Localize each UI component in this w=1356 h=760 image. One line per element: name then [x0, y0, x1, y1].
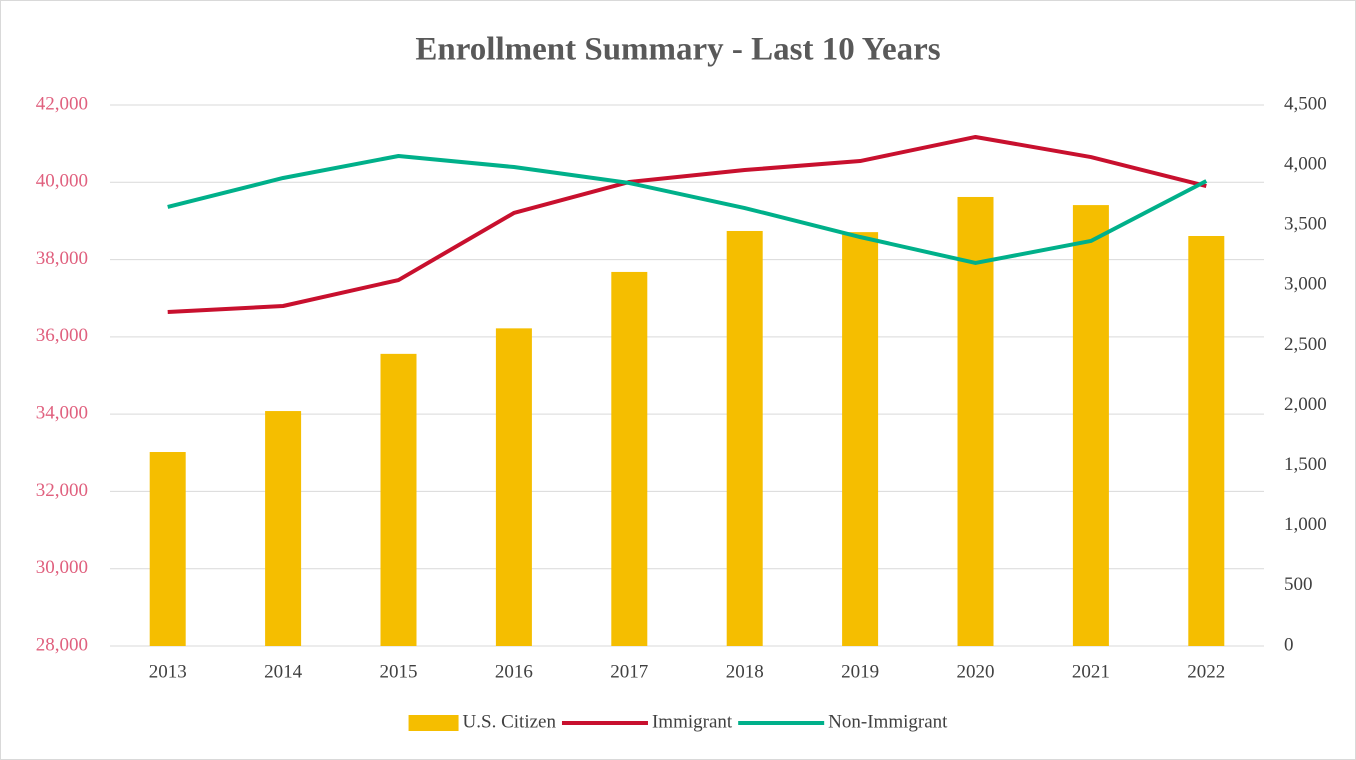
- y2-tick-label: 1,500: [1284, 454, 1327, 475]
- x-tick-label: 2018: [726, 661, 764, 682]
- y-tick-label: 42,000: [36, 93, 88, 114]
- bar: [1188, 235, 1225, 647]
- y-tick-label: 32,000: [36, 480, 88, 501]
- bar: [726, 230, 763, 646]
- y2-tick-label: 4,500: [1284, 93, 1327, 114]
- y2-tick-label: 3,000: [1284, 274, 1327, 295]
- legend-swatch: [408, 715, 459, 731]
- y2-tick-label: 2,000: [1284, 394, 1327, 415]
- x-tick-label: 2019: [841, 661, 879, 682]
- y2-tick-label: 1,000: [1284, 514, 1327, 535]
- x-tick-label: 2016: [495, 661, 533, 682]
- bar: [1072, 205, 1109, 646]
- bar: [149, 452, 186, 646]
- y2-tick-label: 4,000: [1284, 153, 1327, 174]
- line: [167, 134, 1207, 315]
- legend-label: U.S. Citizen: [463, 711, 557, 732]
- y2-tick-label: 500: [1284, 574, 1313, 595]
- chart-title: Enrollment Summary - Last 10 Years: [415, 32, 940, 68]
- bar: [957, 196, 994, 646]
- x-tick-label: 2014: [264, 661, 303, 682]
- line: [167, 153, 1208, 265]
- x-tick-label: 2022: [1187, 661, 1225, 682]
- x-tick-label: 2021: [1072, 661, 1110, 682]
- y-tick-label: 40,000: [36, 171, 88, 192]
- y-tick-label: 38,000: [36, 248, 88, 269]
- y2-tick-label: 3,500: [1284, 214, 1327, 235]
- bar: [611, 271, 648, 646]
- x-tick-label: 2020: [957, 661, 995, 682]
- x-tick-label: 2015: [380, 661, 418, 682]
- y2-tick-label: 2,500: [1284, 334, 1327, 355]
- y-tick-label: 30,000: [36, 557, 88, 578]
- legend-label: Immigrant: [652, 711, 733, 732]
- y-tick-label: 36,000: [36, 325, 88, 346]
- bar: [495, 328, 532, 646]
- x-tick-label: 2013: [149, 661, 187, 682]
- bar: [842, 232, 879, 646]
- y-tick-label: 34,000: [36, 403, 88, 424]
- bar: [265, 411, 302, 646]
- bar: [380, 353, 417, 646]
- y2-tick-label: 0: [1284, 634, 1294, 655]
- legend-label: Non-Immigrant: [828, 711, 948, 732]
- x-tick-label: 2017: [610, 661, 648, 682]
- y-tick-label: 28,000: [36, 634, 88, 655]
